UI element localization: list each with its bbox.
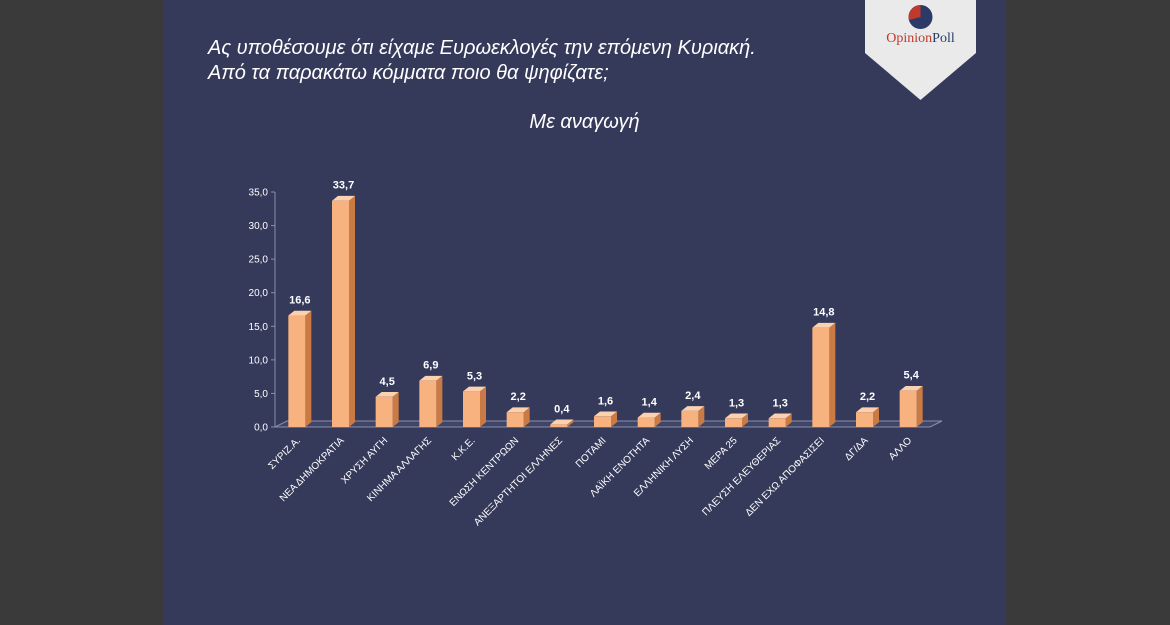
x-tick-label: ΔΓ/ΔΑ (843, 435, 871, 463)
bar-value-label: 0,4 (554, 403, 570, 415)
bar (899, 390, 917, 427)
opinionpoll-logo: OpinionPoll (865, 0, 976, 100)
bar (375, 396, 393, 427)
bar-value-label: 2,2 (511, 391, 526, 403)
y-tick-label: 35,0 (249, 188, 269, 199)
logo-text: OpinionPoll (865, 31, 976, 47)
bar-side (436, 375, 443, 427)
title-line-2: Από τα παρακάτω κόμματα ποιο θα ψηφίζατε… (208, 62, 609, 84)
x-tick-label: ΠΟΤΑΜΙ (574, 435, 609, 470)
y-tick-label: 25,0 (249, 255, 269, 266)
bar (332, 200, 349, 427)
bar (288, 315, 306, 427)
x-tick-label: ΑΛΛΟ (887, 435, 914, 462)
bar-top (637, 412, 661, 418)
bar-value-label: 14,8 (813, 307, 834, 319)
bar (419, 380, 437, 427)
bar (637, 417, 655, 427)
y-tick-label: 20,0 (249, 288, 269, 299)
bar-side (305, 310, 312, 427)
bar-chart: 0,0 5,0 10,0 15,0 20,0 25,0 30,0 35,0 16,6 ΣΥΡΙΖ.… (249, 180, 943, 528)
chart-subtitle: Με αναγωγή (529, 111, 640, 133)
title-line-1: Ας υποθέσουμε ότι είχαμε Ευρωεκλογές την… (208, 37, 756, 59)
bar-side (829, 322, 836, 427)
bar-top (856, 407, 879, 413)
bar-side (742, 413, 748, 427)
bar (463, 391, 480, 427)
bar-top (812, 322, 836, 328)
x-tick-label: ΑΝΕΞΑΡΤΗΤΟΙ ΕΛΛΗΝΕΣ (472, 435, 565, 528)
bar-side (873, 407, 879, 427)
bar-value-label: 1,3 (729, 397, 744, 409)
bar-top (768, 413, 792, 419)
bar-top (550, 419, 574, 425)
bar-top (681, 406, 705, 411)
x-tick-label: ΜΕΡΑ 25 (703, 435, 740, 472)
y-tick-label: 15,0 (249, 322, 269, 333)
slide: Ας υποθέσουμε ότι είχαμε Ευρωεκλογές την… (163, 0, 1006, 625)
bar (681, 410, 699, 427)
x-tick-label: Κ.Κ.Ε. (450, 435, 478, 463)
bar-top (594, 411, 617, 417)
bar-value-label: 16,6 (289, 295, 310, 307)
bar-side (392, 391, 399, 427)
x-tick-label: ΠΛΕΥΣΗ ΕΛΕΥΘΕΡΙΑΣ (700, 435, 783, 518)
bar-side (349, 195, 355, 427)
bar (725, 418, 742, 427)
bar-value-label: 2,2 (860, 391, 875, 403)
bar-top (506, 407, 530, 413)
bar-value-label: 5,4 (904, 370, 920, 382)
bar-value-label: 6,9 (423, 360, 438, 372)
bar (550, 424, 568, 427)
x-tick-label: ΣΥΡΙΖ.Α. (266, 435, 303, 472)
bar-side (785, 413, 792, 427)
bar-value-label: 1,3 (773, 397, 788, 409)
bar-top (332, 195, 355, 201)
bar-value-label: 1,4 (642, 397, 658, 409)
y-tick-label: 0,0 (254, 423, 268, 434)
logo-badge-shape (865, 0, 976, 100)
bar-side (916, 385, 923, 427)
bar-top (899, 385, 923, 391)
bar-value-label: 33,7 (333, 180, 354, 192)
bar (594, 416, 611, 427)
y-tick-label: 10,0 (249, 355, 269, 366)
bar-top (288, 310, 312, 316)
bar-side (523, 407, 530, 427)
chart-title: Ας υποθέσουμε ότι είχαμε Ευρωεκλογές την… (208, 36, 848, 86)
bar-side (698, 406, 705, 427)
bar-side (567, 419, 574, 427)
bar (506, 412, 524, 427)
bar-top (463, 386, 486, 392)
bar-value-label: 2,4 (685, 390, 701, 402)
bar-side (611, 411, 617, 427)
bar-side (654, 412, 661, 427)
bar-value-label: 4,5 (380, 376, 395, 388)
bar-top (375, 391, 399, 397)
bar-value-label: 5,3 (467, 370, 482, 382)
bar-side (480, 386, 486, 427)
bar-top (725, 413, 748, 419)
bar-top (419, 375, 443, 381)
bar (812, 327, 830, 427)
bar (768, 418, 786, 427)
y-tick-label: 30,0 (249, 221, 269, 232)
logo-text-opinion: Opinion (886, 31, 933, 46)
bar-value-label: 1,6 (598, 395, 613, 407)
logo-text-poll: Poll (932, 31, 955, 46)
bar (856, 412, 873, 427)
x-tick-label: ΔΕΝ ΕΧΩ ΑΠΟΦΑΣΙΣΕΙ (744, 435, 827, 518)
y-tick-label: 5,0 (254, 389, 268, 400)
